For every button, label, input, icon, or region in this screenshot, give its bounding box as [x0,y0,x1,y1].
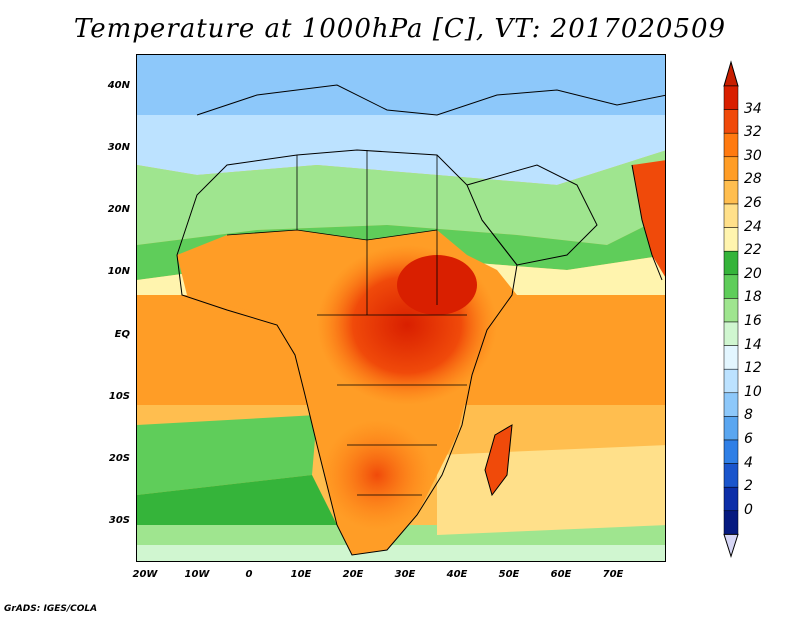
lat-label: 30S [108,515,130,526]
colorbar-swatch [723,439,739,464]
india-hotspot [632,160,665,277]
colorbar-swatch [723,486,739,512]
madagascar [484,424,513,497]
sahara-green [137,150,665,245]
colorbar-label: 26 [744,195,762,211]
lat-label: 10S [108,391,130,402]
europe-coast [196,84,665,116]
lon-label: 0 [245,569,253,580]
colorbar-swatch [723,321,739,346]
lon-label: 30E [394,569,416,580]
colorbar-swatch [723,180,739,205]
lon-label: 20W [132,569,158,580]
colorbar-swatch [723,510,739,535]
colorbar-swatch [723,109,739,134]
colorbar-label: 4 [744,454,753,471]
colorbar-swatch [723,250,739,276]
colorbar-label: 8 [744,407,753,424]
colorbar-label: 32 [744,124,762,141]
colorbar-label: 20 [744,265,762,282]
colorbar-label: 22 [744,242,762,259]
country-borders [226,150,467,496]
lat-label: 10N [107,266,130,277]
lat-label: 30N [107,142,130,153]
colorbar-label: 18 [744,289,762,306]
lon-label: 20E [342,569,364,580]
colorbar-label: 10 [744,383,762,400]
lat-label: 20N [107,204,130,215]
colorbar [723,60,739,559]
map-canvas [137,55,665,561]
grads-credit: GrADS: IGES/COLA [4,604,98,614]
lon-label: 60E [550,569,572,580]
lon-label: 50E [498,569,520,580]
colorbar-label: 30 [744,147,762,164]
lat-label: 20S [108,453,130,464]
colorbar-top-arrow [723,60,739,87]
colorbar-swatch [723,156,739,181]
colorbar-label: 12 [744,360,762,377]
arabia-coastline [466,164,598,266]
colorbar-swatch [723,368,739,394]
colorbar-swatch [723,132,739,158]
colorbar-label: 2 [744,478,753,495]
colorbar-swatch [723,85,739,110]
north-cool-band [137,115,665,185]
colorbar-label: 14 [744,336,762,353]
colorbar-label: 28 [744,171,762,188]
colorbar-bottom-arrow [723,533,739,559]
colorbar-label: 24 [744,218,762,235]
lon-label: 10W [184,569,210,580]
colorbar-swatch [723,463,739,488]
colorbar-label: 6 [744,431,753,447]
lon-label: 40E [446,569,468,580]
north-cold-band [137,55,665,115]
colorbar-label: 34 [744,100,762,117]
temperature-map [136,54,666,562]
colorbar-label: 0 [744,501,753,518]
colorbar-swatch [723,392,739,417]
colorbar-swatch [723,345,739,370]
lat-label: EQ [114,329,130,340]
africa-coastline [176,149,518,556]
colorbar-swatch [723,203,739,228]
colorbar-swatch [723,274,739,299]
colorbar-label: 16 [744,313,762,329]
lon-label: 70E [602,569,624,580]
lat-label: 40N [107,80,130,91]
south-atlantic-cool [137,415,317,495]
lon-label: 10E [290,569,312,580]
colorbar-swatch [723,416,739,441]
colorbar-swatch [723,227,739,252]
map-title: Temperature at 1000hPa [C], VT: 20170205… [73,14,727,44]
colorbar-swatch [723,298,739,323]
